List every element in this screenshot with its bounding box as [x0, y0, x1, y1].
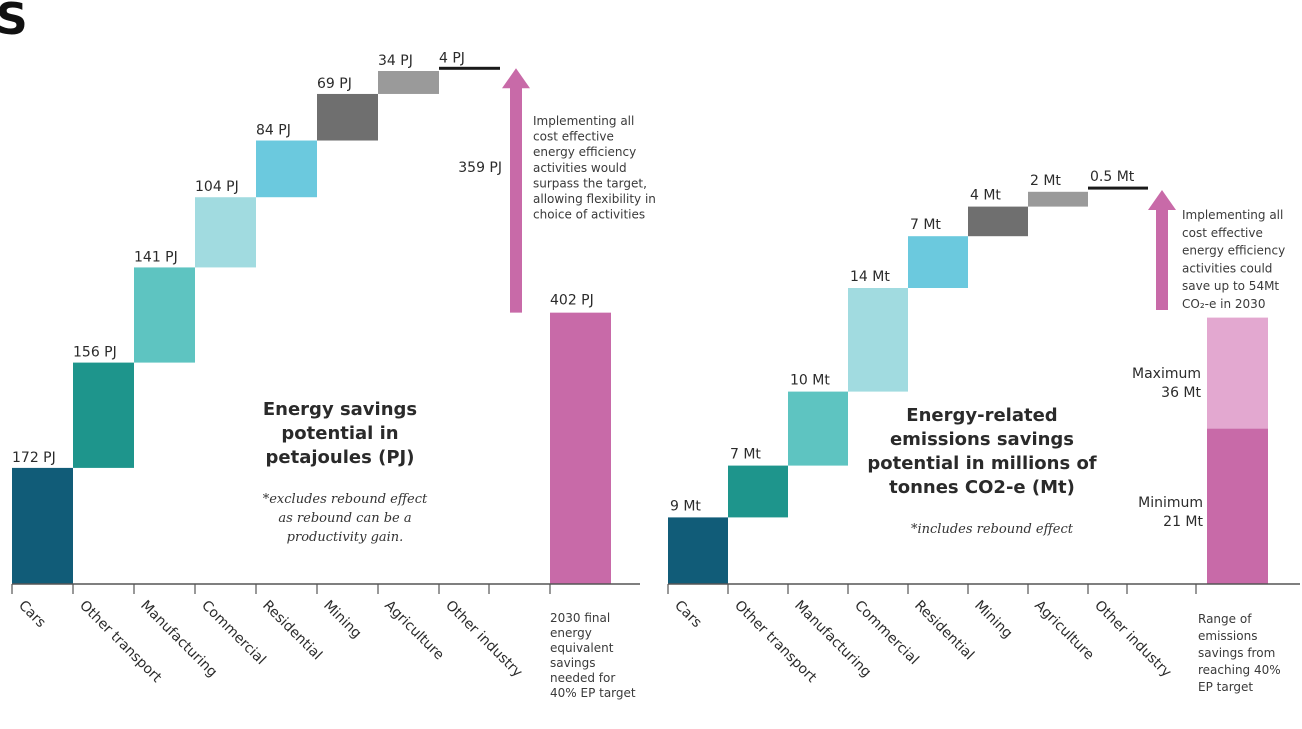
mt-annotation-line-1: cost effective — [1182, 226, 1263, 240]
mt-value-label-7: 0.5 Mt — [1090, 169, 1135, 185]
pj-subtitle-line-2: productivity gain. — [287, 530, 404, 545]
mt-annotation-line-4: save up to 54Mt — [1182, 279, 1279, 293]
pj-target-category-line-3: savings — [550, 656, 596, 670]
mt-subtitle-line-0: *includes rebound effect — [911, 522, 1074, 537]
pj-value-label-6: 34 PJ — [378, 53, 413, 69]
pj-annotation-line-2: energy efficiency — [533, 145, 636, 159]
pj-target-category-line-4: needed for — [550, 671, 615, 685]
mt-title-line-0: Energy-related — [906, 405, 1057, 426]
pj-value-label-2: 141 PJ — [134, 249, 178, 265]
mt-title-line-3: tonnes CO2-e (Mt) — [889, 477, 1075, 498]
pj-bar-1 — [73, 362, 134, 468]
pj-value-label-7: 4 PJ — [439, 50, 465, 66]
pj-bar-4 — [256, 140, 317, 198]
pj-bar-0 — [12, 467, 73, 584]
pj-value-label-5: 69 PJ — [317, 76, 352, 92]
pj-category-label-0: Cars — [15, 598, 49, 632]
mt-range-maximum-bar — [1207, 317, 1268, 429]
pj-target-category-line-0: 2030 final — [550, 611, 610, 625]
mt-range-category-line-3: reaching 40% — [1198, 663, 1281, 677]
mt-range-minimum-bar — [1207, 428, 1268, 584]
mt-annotation-line-2: energy efficiency — [1182, 244, 1285, 258]
pj-target-category-line-2: equivalent — [550, 641, 614, 655]
mt-category-label-5: Mining — [971, 598, 1015, 642]
mt-range-category-line-1: emissions — [1198, 629, 1257, 643]
mt-surplus-arrow — [1148, 190, 1176, 310]
mt-value-label-2: 10 Mt — [790, 373, 830, 389]
mt-minimum-label-line-1: 21 Mt — [1163, 514, 1203, 530]
pj-annotation-line-1: cost effective — [533, 130, 614, 144]
mt-range-category-line-0: Range of — [1198, 612, 1252, 626]
pj-category-label-7: Other industry — [442, 598, 525, 681]
mt-category-label-6: Agriculture — [1031, 598, 1097, 664]
mt-range-category-line-4: EP target — [1198, 680, 1253, 694]
pj-title-line-2: petajoules (PJ) — [266, 447, 415, 468]
pj-bar-6 — [378, 71, 439, 94]
mt-maximum-label-line-1: 36 Mt — [1161, 385, 1201, 401]
mt-annotation-line-0: Implementing all — [1182, 208, 1283, 222]
pj-annotation-line-0: Implementing all — [533, 114, 634, 128]
mt-annotation-line-5: CO₂-e in 2030 — [1182, 297, 1265, 311]
pj-title-line-1: potential in — [281, 423, 398, 444]
pj-category-label-6: Agriculture — [381, 598, 447, 664]
mt-value-label-3: 14 Mt — [850, 269, 890, 285]
pj-target-bar — [550, 312, 611, 584]
pj-category-label-5: Mining — [320, 598, 364, 642]
mt-value-label-6: 2 Mt — [1030, 173, 1061, 189]
mt-bar-7 — [1088, 186, 1148, 190]
pj-category-label-4: Residential — [259, 598, 325, 664]
mt-bar-3 — [848, 288, 908, 392]
pj-title-line-0: Energy savings — [263, 399, 417, 420]
mt-annotation-line-3: activities could — [1182, 261, 1272, 275]
pj-value-label-1: 156 PJ — [73, 345, 117, 361]
pj-target-category-line-5: 40% EP target — [550, 686, 636, 700]
mt-category-label-0: Cars — [671, 598, 705, 632]
pj-bar-2 — [134, 267, 195, 363]
mt-range-category-line-2: savings from — [1198, 646, 1275, 660]
mt-bar-2 — [788, 391, 848, 466]
mt-bar-6 — [1028, 191, 1088, 207]
pj-bar-3 — [195, 197, 256, 268]
mt-bar-0 — [668, 517, 728, 584]
pj-annotation-line-5: allowing flexibility in — [533, 192, 656, 206]
pj-annotation-line-3: activities would — [533, 161, 627, 175]
mt-title-line-2: potential in millions of — [867, 453, 1096, 474]
pj-subtitle-line-0: *excludes rebound effect — [263, 492, 428, 507]
mt-value-label-0: 9 Mt — [670, 498, 701, 514]
mt-category-label-4: Residential — [911, 598, 977, 664]
mt-bar-1 — [728, 465, 788, 518]
pj-annotation-line-6: choice of activities — [533, 208, 645, 222]
mt-value-label-4: 7 Mt — [910, 217, 941, 233]
mt-category-label-7: Other industry — [1091, 598, 1174, 681]
pj-surplus-label: 359 PJ — [458, 160, 502, 176]
pj-subtitle-line-1: as rebound can be a — [278, 511, 411, 526]
mt-bar-5 — [968, 206, 1028, 237]
pj-bar-5 — [317, 93, 378, 141]
pj-bar-7 — [439, 66, 500, 70]
mt-value-label-1: 7 Mt — [730, 447, 761, 463]
mt-value-label-5: 4 Mt — [970, 188, 1001, 204]
mt-maximum-label-line-0: Maximum — [1132, 366, 1201, 382]
pj-annotation-line-4: surpass the target, — [533, 176, 647, 190]
mt-minimum-label-line-0: Minimum — [1138, 495, 1203, 511]
mt-title-line-1: emissions savings — [890, 429, 1074, 450]
pj-value-label-4: 84 PJ — [256, 123, 291, 139]
pj-value-label-0: 172 PJ — [12, 450, 56, 466]
corner-glyph: S — [0, 0, 28, 45]
pj-target-category-line-1: energy — [550, 626, 592, 640]
mt-bar-4 — [908, 236, 968, 288]
pj-surplus-arrow — [502, 68, 530, 313]
pj-target-label: 402 PJ — [550, 293, 594, 309]
pj-value-label-3: 104 PJ — [195, 179, 239, 195]
